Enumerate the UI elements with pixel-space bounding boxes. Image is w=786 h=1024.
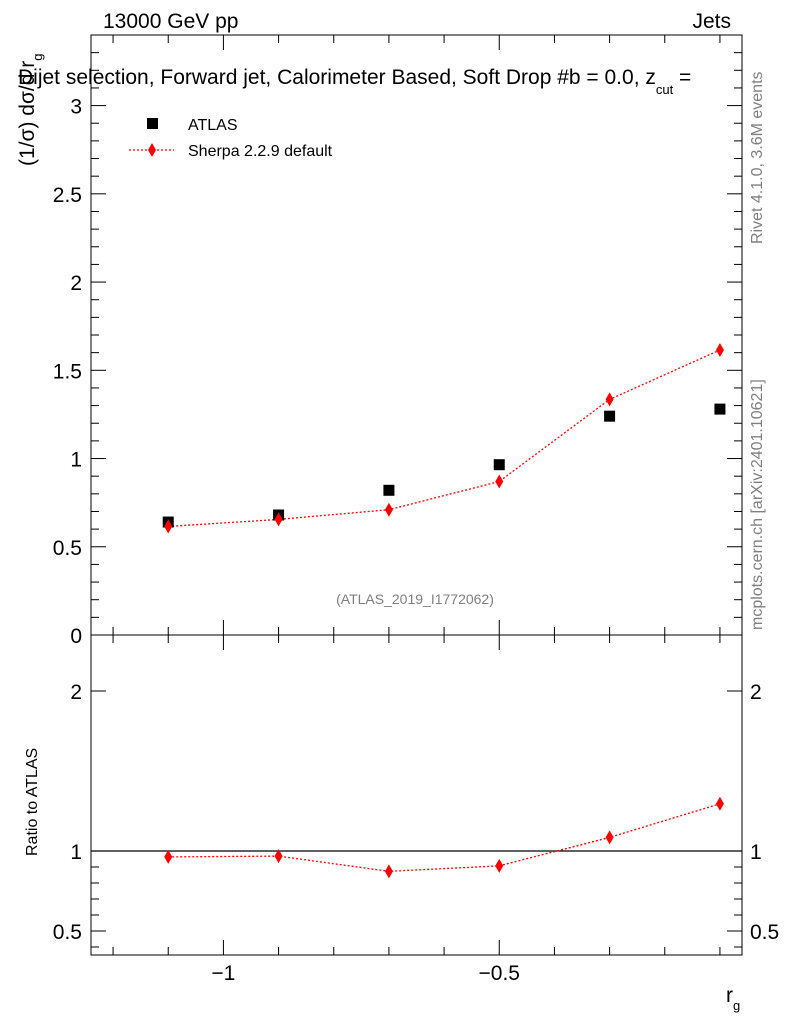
x-axis-label: rg — [726, 984, 740, 1013]
ratio-sherpa-point — [605, 830, 614, 845]
ratio-y-tick-label-left: 2 — [70, 681, 82, 704]
main-y-tick-label: 2 — [70, 272, 82, 295]
atlas-data-point — [604, 410, 616, 422]
sherpa-data-point — [274, 512, 283, 527]
main-y-axis-label-sub: g — [30, 53, 45, 60]
atlas-data-point — [383, 484, 395, 496]
plot-title-main: Dijet selection, Forward jet, Calorimete… — [18, 66, 656, 89]
legend-atlas-marker — [147, 118, 158, 129]
sherpa-data-point — [495, 474, 504, 489]
ratio-sherpa-point — [495, 858, 504, 873]
main-y-tick-label: 0.5 — [53, 537, 82, 560]
main-y-axis-label-text: (1/σ) dσ/d r — [16, 61, 39, 166]
atlas-data-point — [714, 403, 726, 415]
header-left-label: 13000 GeV pp — [103, 10, 238, 33]
ratio-sherpa-point — [715, 796, 724, 811]
ratio-y-tick-label-right: 1 — [750, 841, 762, 864]
sherpa-data-point — [605, 392, 614, 407]
sherpa-data-point — [715, 343, 724, 357]
ratio-y-axis-label: Ratio to ATLAS — [24, 748, 41, 856]
x-axis-label-text: r — [726, 984, 733, 1007]
main-panel: 0 0.5 1 1.5 2 2.5 3 (1/σ) dσ/d rg (ATLAS_2019_… — [16, 34, 743, 648]
ratio-sherpa-point — [164, 849, 173, 864]
ratio-sherpa-line — [168, 803, 721, 872]
main-y-tick-label: 2.5 — [53, 184, 82, 207]
ratio-y-tick-label-left: 1 — [70, 841, 82, 864]
legend-atlas-label: ATLAS — [188, 117, 238, 134]
x-tick-label: −0.5 — [479, 962, 520, 985]
ratio-sherpa-point — [384, 864, 393, 879]
rivet-label: Rivet 4.1.0, 3.6M events — [749, 71, 766, 244]
sherpa-series-line — [168, 349, 721, 528]
main-y-tick-label: 1 — [70, 449, 82, 472]
legend-sherpa-label: Sherpa 2.2.9 default — [188, 143, 333, 160]
legend-sherpa-marker — [148, 143, 156, 157]
x-axis-label-sub: g — [733, 998, 740, 1013]
sherpa-data-point — [164, 519, 173, 534]
ratio-plot-frame — [90, 634, 743, 956]
ratio-sherpa-point — [274, 849, 283, 864]
main-y-tick-label: 3 — [70, 96, 82, 119]
sherpa-data-point — [384, 502, 393, 517]
ratio-y-tick-label-right: 2 — [750, 681, 762, 704]
plot-title: Dijet selection, Forward jet, Calorimete… — [18, 66, 691, 97]
main-y-axis-label: (1/σ) dσ/d rg — [16, 53, 45, 166]
header-right-label: Jets — [692, 10, 731, 33]
ratio-y-tick-label-left: 0.5 — [53, 921, 82, 944]
ratio-panel: 0.5 0.5 1 1 2 2 −1 −0.5 Ratio to ATLAS rg — [24, 634, 779, 1013]
main-y-tick-label: 0 — [70, 625, 82, 648]
plot-title-sub: cut — [656, 82, 674, 97]
atlas-data-point — [493, 459, 505, 471]
mcplots-label: mcplots.cern.ch [arXiv:2401.10621] — [749, 379, 766, 630]
legend: ATLAS Sherpa 2.2.9 default — [129, 117, 333, 160]
main-y-tick-label: 1.5 — [53, 360, 82, 383]
ratio-y-tick-label-right: 0.5 — [750, 921, 779, 944]
analysis-watermark: (ATLAS_2019_I1772062) — [336, 591, 494, 607]
plot-title-tail: = — [673, 66, 691, 89]
x-tick-label: −1 — [211, 962, 235, 985]
